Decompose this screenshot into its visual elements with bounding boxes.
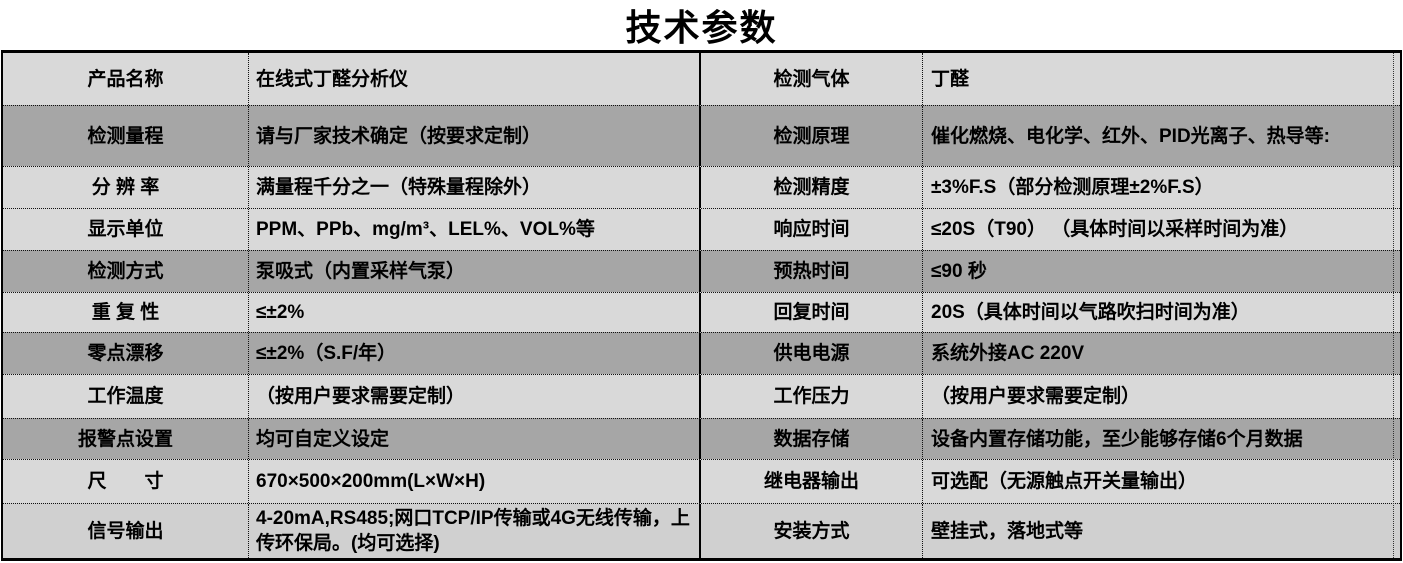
param-value: ≤90 秒 <box>931 261 987 282</box>
param-label: 继电器输出 <box>701 460 923 503</box>
param-value: ≤±2% <box>249 293 701 332</box>
param-value: ±3%F.S（部分检测原理±2%F.S） <box>931 177 1214 198</box>
param-label: 重 复 性 <box>3 293 249 332</box>
param-value: ≤±2%（S.F/年） <box>249 333 701 374</box>
param-label: 信号输出 <box>3 504 249 558</box>
param-label: 供电电源 <box>701 333 923 374</box>
param-value: 均可自定义设定 <box>249 419 701 459</box>
param-value: 壁挂式，落地式等 <box>931 520 1084 542</box>
table-row: 分 辨 率 满量程千分之一（特殊量程除外） 检测精度 ±3%F.S（部分检测原理… <box>3 166 1400 208</box>
param-value: 丁醛 <box>931 68 970 90</box>
param-label: 检测原理 <box>701 106 923 166</box>
param-label: 尺 寸 <box>3 460 249 503</box>
param-value: 4-20mA,RS485;网口TCP/IP传输或4G无线传输，上传环保局。(均可… <box>249 504 701 558</box>
param-label: 工作温度 <box>3 375 249 418</box>
param-value: 满量程千分之一（特殊量程除外） <box>249 167 701 208</box>
param-label: 零点漂移 <box>3 333 249 374</box>
param-label: 数据存储 <box>701 419 923 459</box>
param-label: 工作压力 <box>701 375 923 418</box>
param-label: 检测量程 <box>3 106 249 166</box>
param-value: （按用户要求需要定制） <box>931 386 1141 407</box>
table-row: 重 复 性 ≤±2% 回复时间 20S（具体时间以气路吹扫时间为准） <box>3 292 1400 332</box>
table-row: 信号输出 4-20mA,RS485;网口TCP/IP传输或4G无线传输，上传环保… <box>3 503 1400 558</box>
param-label: 响应时间 <box>701 209 923 250</box>
param-value: 在线式丁醛分析仪 <box>249 53 701 105</box>
table-row: 报警点设置 均可自定义设定 数据存储 设备内置存储功能，至少能够存储6个月数据 <box>3 418 1400 459</box>
param-label: 检测精度 <box>701 167 923 208</box>
param-label: 报警点设置 <box>3 419 249 459</box>
param-value: 系统外接AC 220V <box>931 343 1085 364</box>
param-value: 催化燃烧、电化学、红外、PID光离子、热导等: <box>931 125 1331 147</box>
table-row: 零点漂移 ≤±2%（S.F/年） 供电电源 系统外接AC 220V <box>3 332 1400 374</box>
table-row: 检测量程 请与厂家技术确定（按要求定制） 检测原理 催化燃烧、电化学、红外、PI… <box>3 105 1400 166</box>
param-value: ≤20S（T90） （具体时间以采样时间为准） <box>931 219 1299 240</box>
table-row: 显示单位 PPM、PPb、mg/m³、LEL%、VOL%等 响应时间 ≤20S（… <box>3 208 1400 250</box>
param-value: 670×500×200mm(L×W×H) <box>249 460 701 503</box>
param-value: （按用户要求需要定制） <box>249 375 701 418</box>
table-row: 检测方式 泵吸式（内置采样气泵） 预热时间 ≤90 秒 <box>3 250 1400 292</box>
spec-table: 产品名称 在线式丁醛分析仪 检测气体 丁醛 检测量程 请与厂家技术确定（按要求定… <box>1 50 1402 561</box>
table-row: 产品名称 在线式丁醛分析仪 检测气体 丁醛 <box>3 53 1400 105</box>
param-label: 预热时间 <box>701 251 923 292</box>
table-row: 工作温度 （按用户要求需要定制） 工作压力 （按用户要求需要定制） <box>3 374 1400 418</box>
param-value: PPM、PPb、mg/m³、LEL%、VOL%等 <box>249 209 701 250</box>
page-title: 技术参数 <box>625 7 778 48</box>
param-value: 20S（具体时间以气路吹扫时间为准） <box>931 302 1250 323</box>
param-label: 回复时间 <box>701 293 923 332</box>
param-value: 设备内置存储功能，至少能够存储6个月数据 <box>931 428 1303 450</box>
param-label: 安装方式 <box>701 504 923 558</box>
param-label: 检测方式 <box>3 251 249 292</box>
param-value: 可选配（无源触点开关量输出） <box>931 471 1198 492</box>
param-value: 请与厂家技术确定（按要求定制） <box>249 106 701 166</box>
param-label: 显示单位 <box>3 209 249 250</box>
param-label: 产品名称 <box>3 53 249 105</box>
param-label: 检测气体 <box>701 53 923 105</box>
param-label: 分 辨 率 <box>3 167 249 208</box>
table-row: 尺 寸 670×500×200mm(L×W×H) 继电器输出 可选配（无源触点开… <box>3 459 1400 503</box>
param-value: 泵吸式（内置采样气泵） <box>249 251 701 292</box>
